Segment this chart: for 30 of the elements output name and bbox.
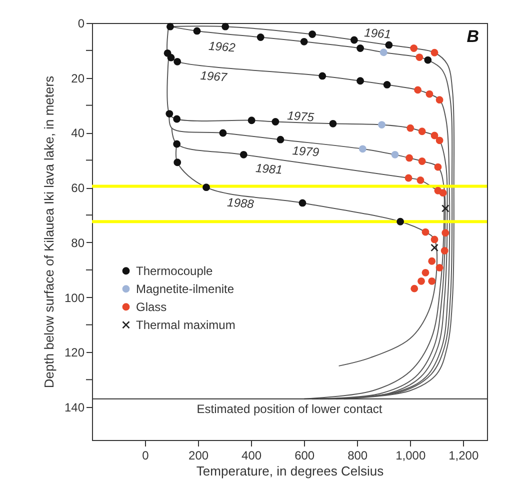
x-tick-label: 1,200: [448, 448, 479, 462]
x-tick-label: 1,000: [396, 448, 426, 462]
annotation: 1981: [255, 161, 283, 177]
x-tick-label: 600: [294, 448, 315, 462]
annotation: 1988: [226, 195, 255, 212]
annotation: 1975: [286, 108, 315, 124]
annotation: 1961: [364, 26, 392, 42]
legend-label: Thermal maximum: [136, 318, 236, 332]
legend-label: Glass: [136, 300, 167, 314]
y-tick-label: 120: [64, 346, 85, 360]
x-tick-label: 400: [242, 448, 262, 462]
y-tick-label: 0: [78, 16, 85, 30]
x-tick-label: 0: [142, 448, 150, 462]
y-tick-label: 80: [71, 236, 85, 250]
y-tick-label: 40: [71, 126, 85, 140]
y-tick-label: 100: [64, 290, 85, 305]
y-axis-title: Depth below surface of Kilauea Iki lava lake, in meters: [41, 75, 56, 388]
y-tick-label: 60: [71, 181, 85, 196]
y-tick-label: 140: [64, 400, 85, 415]
ref-line-label: Estimated position of lower contact: [196, 402, 383, 416]
y-tick-label: 20: [71, 71, 85, 86]
annotation: 1979: [292, 144, 320, 160]
legend-label: Magnetite-ilmenite: [136, 282, 234, 296]
x-tick-label: 200: [188, 448, 209, 462]
x-axis-title: Temperature, in degrees Celsius: [196, 464, 384, 478]
x-tick-label: 800: [348, 448, 368, 462]
annotation: B: [466, 27, 479, 46]
annotation: 1967: [200, 68, 229, 84]
annotation: 1962: [208, 38, 236, 55]
legend-label: Thermocouple: [136, 264, 214, 278]
